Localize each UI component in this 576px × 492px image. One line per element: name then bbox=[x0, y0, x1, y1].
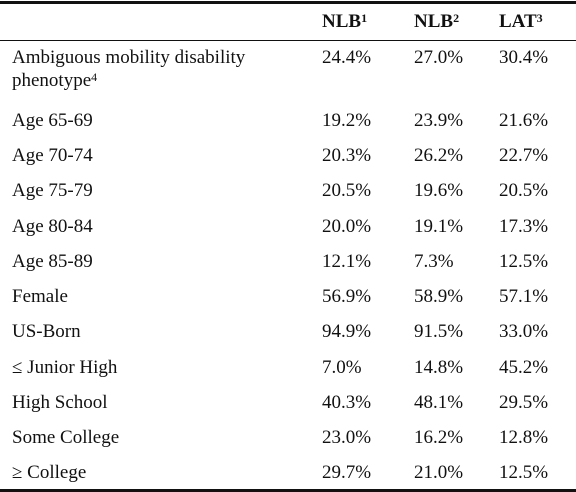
value-cell: 7.3% bbox=[414, 250, 454, 272]
column-header: NLB2 bbox=[406, 3, 491, 41]
table-header: NLB1 NLB2 LAT3 bbox=[0, 2, 576, 41]
row-label-text: Age 65-69 bbox=[12, 109, 93, 131]
row-label: US-Born bbox=[0, 314, 314, 349]
value-cell: 20.5% bbox=[499, 180, 549, 202]
row-label-text: ≥ College bbox=[12, 461, 87, 483]
value-cell: 45.2% bbox=[499, 356, 549, 378]
value-cell: 58.9% bbox=[414, 286, 464, 308]
table-row: ≤ Junior High 7.0% 14.8% 45.2% bbox=[0, 350, 576, 385]
row-label-text: Some College bbox=[12, 427, 120, 449]
table-row: Age 85-89 12.1% 7.3% 12.5% bbox=[0, 244, 576, 279]
table-body: Ambiguous mobility disability phenotype4… bbox=[0, 41, 576, 491]
table-row: Some College 23.0% 16.2% 12.8% bbox=[0, 420, 576, 455]
row-label-text: Female bbox=[12, 286, 68, 308]
header-row: NLB1 NLB2 LAT3 bbox=[0, 2, 576, 41]
value-cell: 12.1% bbox=[322, 250, 372, 272]
row-label: ≥ College bbox=[0, 455, 314, 490]
table-row: ≥ College 29.7% 21.0% 12.5% bbox=[0, 455, 576, 491]
value-cell: 91.5% bbox=[414, 321, 464, 343]
row-label: ≤ Junior High bbox=[0, 350, 314, 385]
footnote-mark: 3 bbox=[536, 11, 543, 25]
value-cell: 23.9% bbox=[414, 109, 464, 131]
table-row: Age 75-79 20.5% 19.6% 20.5% bbox=[0, 173, 576, 208]
value-cell: 21.0% bbox=[414, 461, 464, 483]
row-label-text: Age 75-79 bbox=[12, 180, 93, 202]
row-label: Age 65-69 bbox=[0, 103, 314, 138]
header-corner bbox=[0, 3, 314, 41]
row-label-text: ≤ Junior High bbox=[12, 356, 118, 378]
column-title: NLB bbox=[414, 11, 454, 32]
value-cell: 7.0% bbox=[322, 356, 362, 378]
value-cell: 24.4% bbox=[322, 47, 372, 68]
value-cell: 12.5% bbox=[499, 461, 549, 483]
row-label: Female bbox=[0, 279, 314, 314]
value-cell: 26.2% bbox=[414, 144, 464, 166]
value-cell: 30.4% bbox=[499, 47, 549, 68]
value-cell: 19.6% bbox=[414, 180, 464, 202]
row-label: Age 80-84 bbox=[0, 208, 314, 243]
row-label-text: Age 85-89 bbox=[12, 250, 93, 272]
row-label: Some College bbox=[0, 420, 314, 455]
value-cell: 40.3% bbox=[322, 392, 372, 414]
column-title: NLB bbox=[322, 11, 362, 32]
value-cell: 20.5% bbox=[322, 180, 372, 202]
value-cell: 94.9% bbox=[322, 321, 372, 343]
value-cell: 14.8% bbox=[414, 356, 464, 378]
value-cell: 21.6% bbox=[499, 109, 549, 131]
footnote-mark: 4 bbox=[91, 70, 98, 84]
value-cell: 16.2% bbox=[414, 427, 464, 449]
value-cell: 57.1% bbox=[499, 286, 549, 308]
value-cell: 48.1% bbox=[414, 392, 464, 414]
row-label-text: Ambiguous mobility disability phenotype bbox=[12, 47, 246, 91]
footnote-mark: 2 bbox=[453, 11, 460, 25]
value-cell: 19.2% bbox=[322, 109, 372, 131]
value-cell: 17.3% bbox=[499, 215, 549, 237]
table-row: Ambiguous mobility disability phenotype4… bbox=[0, 41, 576, 103]
row-label-text: Age 70-74 bbox=[12, 144, 93, 166]
row-label-text: High School bbox=[12, 392, 108, 414]
row-label: Age 75-79 bbox=[0, 173, 314, 208]
row-label: High School bbox=[0, 385, 314, 420]
value-cell: 22.7% bbox=[499, 144, 549, 166]
value-cell: 20.3% bbox=[322, 144, 372, 166]
value-cell: 29.5% bbox=[499, 392, 549, 414]
table-row: Age 70-74 20.3% 26.2% 22.7% bbox=[0, 138, 576, 173]
value-cell: 12.8% bbox=[499, 427, 549, 449]
table-row: Age 65-69 19.2% 23.9% 21.6% bbox=[0, 103, 576, 138]
table-row: Age 80-84 20.0% 19.1% 17.3% bbox=[0, 208, 576, 243]
column-header: NLB1 bbox=[314, 3, 406, 41]
table-row: US-Born 94.9% 91.5% 33.0% bbox=[0, 314, 576, 349]
table-row: Female 56.9% 58.9% 57.1% bbox=[0, 279, 576, 314]
column-title: LAT bbox=[499, 11, 537, 32]
value-cell: 29.7% bbox=[322, 461, 372, 483]
value-cell: 12.5% bbox=[499, 250, 549, 272]
table-row: High School 40.3% 48.1% 29.5% bbox=[0, 385, 576, 420]
value-cell: 23.0% bbox=[322, 427, 372, 449]
value-cell: 19.1% bbox=[414, 215, 464, 237]
row-label-text: Age 80-84 bbox=[12, 215, 93, 237]
row-label: Age 70-74 bbox=[0, 138, 314, 173]
value-cell: 27.0% bbox=[414, 47, 464, 68]
value-cell: 20.0% bbox=[322, 215, 372, 237]
column-header: LAT3 bbox=[491, 3, 576, 41]
row-label: Age 85-89 bbox=[0, 244, 314, 279]
value-cell: 56.9% bbox=[322, 286, 372, 308]
row-label-text: US-Born bbox=[12, 321, 81, 343]
row-label: Ambiguous mobility disability phenotype4 bbox=[0, 41, 314, 103]
footnote-mark: 1 bbox=[361, 11, 368, 25]
value-cell: 33.0% bbox=[499, 321, 549, 343]
